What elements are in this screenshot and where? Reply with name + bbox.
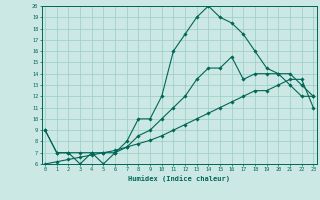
X-axis label: Humidex (Indice chaleur): Humidex (Indice chaleur)	[128, 175, 230, 182]
